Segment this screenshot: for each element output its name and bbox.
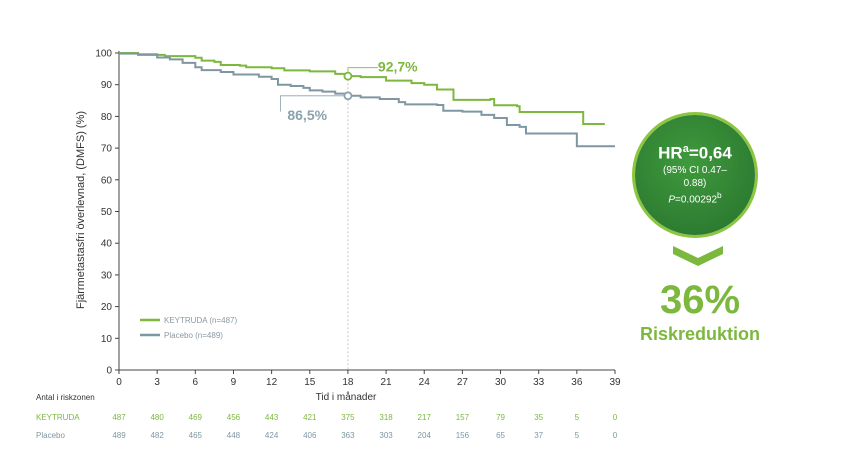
hr-confidence-interval: (95% CI 0.47–0.88) bbox=[663, 165, 727, 189]
risk-row-name-placebo: Placebo bbox=[36, 431, 65, 440]
risk-value-keytruda: 217 bbox=[418, 413, 432, 422]
risk-reduction-label: Riskreduktion bbox=[639, 324, 761, 344]
annotation-marker-keytruda bbox=[343, 71, 353, 81]
y-tick-label: 10 bbox=[101, 334, 113, 345]
x-axis-label: Tid i månader bbox=[316, 391, 377, 403]
risk-value-placebo: 482 bbox=[150, 431, 164, 440]
risk-value-keytruda: 421 bbox=[303, 413, 317, 422]
y-tick-label: 90 bbox=[101, 80, 113, 91]
risk-value-keytruda: 375 bbox=[341, 413, 355, 422]
risk-value-placebo: 204 bbox=[418, 431, 432, 440]
hr-p-value: P=0.00292b bbox=[668, 190, 722, 206]
x-tick-label: 33 bbox=[533, 377, 545, 388]
annotation-leader-placebo bbox=[280, 95, 344, 112]
series-line-placebo bbox=[119, 52, 615, 148]
y-tick-label: 60 bbox=[101, 175, 113, 186]
annotation-leader-keytruda bbox=[347, 67, 378, 73]
risk-value-placebo: 406 bbox=[303, 431, 317, 440]
hazard-ratio-badge: HRa=0,64 (95% CI 0.47–0.88) P=0.00292b bbox=[635, 115, 755, 235]
risk-value-placebo: 303 bbox=[379, 431, 393, 440]
series-line-keytruda bbox=[119, 52, 605, 126]
x-tick-label: 36 bbox=[571, 377, 583, 388]
x-tick-label: 30 bbox=[495, 377, 507, 388]
risk-value-keytruda: 480 bbox=[150, 413, 164, 422]
x-tick-label: 0 bbox=[116, 377, 122, 388]
risk-value-keytruda: 35 bbox=[534, 413, 543, 422]
y-tick-label: 40 bbox=[101, 239, 113, 250]
risk-value-placebo: 465 bbox=[189, 431, 203, 440]
y-tick-label: 30 bbox=[101, 270, 113, 281]
risk-value-keytruda: 469 bbox=[189, 413, 203, 422]
risk-value-keytruda: 318 bbox=[379, 413, 393, 422]
x-tick-label: 18 bbox=[342, 377, 354, 388]
annotation-label-placebo: 86,5% bbox=[287, 107, 327, 123]
legend-label-placebo: Placebo (n=489) bbox=[164, 331, 223, 340]
risk-value-placebo: 37 bbox=[534, 431, 543, 440]
y-tick-label: 20 bbox=[101, 302, 113, 313]
risk-value-placebo: 363 bbox=[341, 431, 355, 440]
risk-value-keytruda: 157 bbox=[456, 413, 470, 422]
x-tick-label: 12 bbox=[266, 377, 278, 388]
risk-value-placebo: 0 bbox=[613, 431, 618, 440]
y-tick-label: 0 bbox=[106, 366, 112, 377]
x-ticks: 0 3 6 9 12 15 18 21 24 27 30 33 36 39 bbox=[116, 370, 621, 388]
risk-table-title: Antal i riskzonen bbox=[36, 393, 95, 402]
series-layer bbox=[119, 52, 615, 148]
risk-value-placebo: 156 bbox=[456, 431, 470, 440]
risk-value-placebo: 65 bbox=[496, 431, 505, 440]
x-tick-label: 39 bbox=[609, 377, 621, 388]
risk-value-placebo: 489 bbox=[112, 431, 126, 440]
risk-value-placebo: 424 bbox=[265, 431, 279, 440]
y-tick-label: 100 bbox=[95, 49, 112, 60]
chart-axes bbox=[118, 51, 615, 371]
annotation-layer: 92,7% 86,5% bbox=[280, 59, 418, 123]
chevron-down-icon bbox=[673, 246, 723, 266]
y-ticks: 0 10 20 30 40 50 60 70 80 90 100 bbox=[95, 49, 119, 377]
x-tick-label: 9 bbox=[231, 377, 237, 388]
risk-value-keytruda: 5 bbox=[575, 413, 580, 422]
y-tick-label: 70 bbox=[101, 144, 113, 155]
risk-value-placebo: 448 bbox=[227, 431, 241, 440]
y-axis-label: Fjärrmetastasfri överlevnad, (DMFS) (%) bbox=[75, 111, 87, 309]
risk-value-placebo: 5 bbox=[575, 431, 580, 440]
x-tick-label: 21 bbox=[381, 377, 393, 388]
risk-value-keytruda: 456 bbox=[227, 413, 241, 422]
x-tick-label: 3 bbox=[154, 377, 160, 388]
risk-row-name-keytruda: KEYTRUDA bbox=[36, 413, 80, 422]
risk-reduction-value: 36% bbox=[659, 278, 741, 322]
risk-value-keytruda: 0 bbox=[613, 413, 618, 422]
risk-value-keytruda: 443 bbox=[265, 413, 279, 422]
y-tick-label: 50 bbox=[101, 207, 113, 218]
hr-value: HRa=0,64 bbox=[658, 142, 732, 163]
x-tick-label: 15 bbox=[304, 377, 316, 388]
legend-label-keytruda: KEYTRUDA (n=487) bbox=[164, 316, 237, 325]
x-tick-label: 27 bbox=[457, 377, 469, 388]
risk-table: Antal i riskzonen KEYTRUDA Placebo 487 48… bbox=[36, 393, 618, 440]
annotation-marker-placebo bbox=[343, 91, 353, 101]
risk-value-keytruda: 487 bbox=[112, 413, 126, 422]
risk-value-keytruda: 79 bbox=[496, 413, 505, 422]
legend: KEYTRUDA (n=487) Placebo (n=489) bbox=[140, 316, 237, 340]
annotation-label-keytruda: 92,7% bbox=[378, 59, 418, 75]
y-tick-label: 80 bbox=[101, 112, 113, 123]
x-tick-label: 6 bbox=[193, 377, 199, 388]
x-tick-label: 24 bbox=[419, 377, 431, 388]
